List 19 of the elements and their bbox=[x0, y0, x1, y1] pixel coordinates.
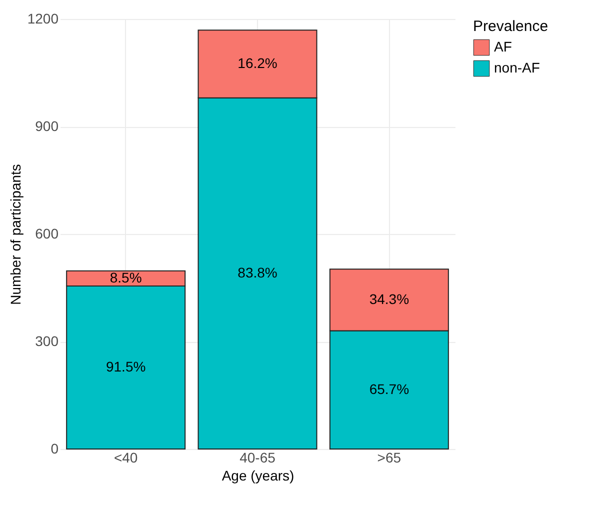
annotation: 16.2% bbox=[238, 54, 278, 71]
y-tick-label: 0 bbox=[50, 440, 59, 456]
annotation: 34.3% bbox=[369, 290, 410, 307]
annotation: 8.5% bbox=[110, 269, 142, 286]
legend-label: AF bbox=[494, 38, 512, 54]
y-axis-title: Number of participants bbox=[7, 164, 24, 305]
annotation: 91.5% bbox=[106, 358, 146, 374]
annotation: 65.7% bbox=[369, 380, 410, 397]
legend-title: Prevalence bbox=[473, 18, 548, 35]
y-tick-label: 600 bbox=[35, 226, 59, 242]
annotation: 83.8% bbox=[238, 264, 278, 280]
y-tick-label: 300 bbox=[35, 333, 59, 349]
y-tick-label: 1200 bbox=[27, 10, 59, 26]
legend-label: non-AF bbox=[494, 60, 540, 76]
x-tick-label: 40-65 bbox=[240, 450, 276, 466]
y-tick-label: 900 bbox=[35, 118, 59, 134]
x-axis-title: Age (years) bbox=[222, 468, 294, 484]
x-tick-label: >65 bbox=[377, 450, 402, 466]
x-tick-label: <40 bbox=[114, 450, 138, 466]
